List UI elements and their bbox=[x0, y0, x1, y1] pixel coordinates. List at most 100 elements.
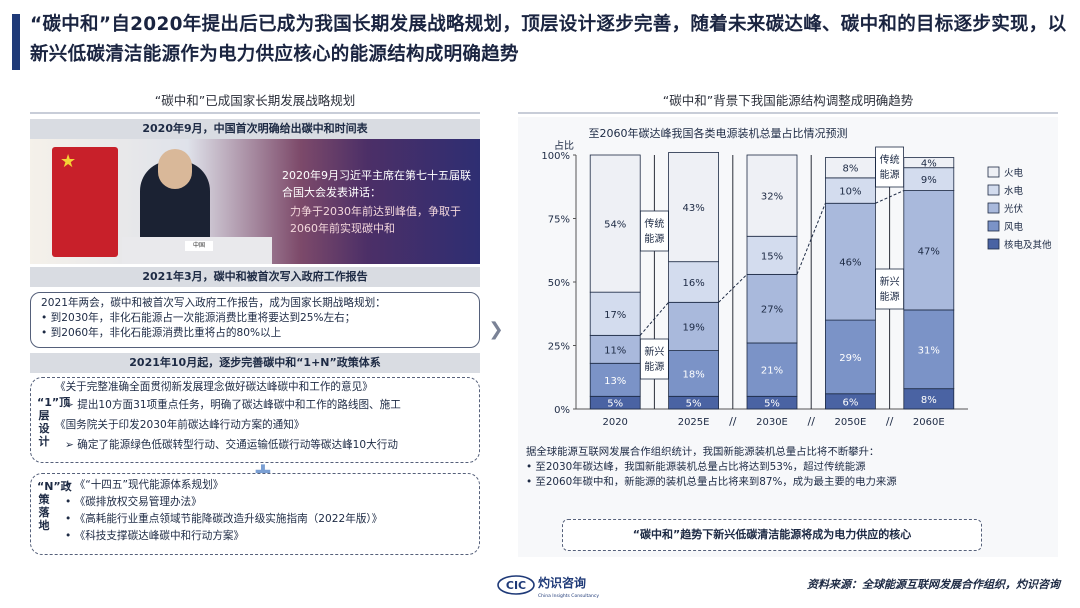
logo-mark: CIC bbox=[506, 579, 526, 592]
legend-swatch bbox=[987, 238, 1000, 250]
conclusion-box: “碳中和”趋势下新兴低碳清洁能源将成为电力供应的核心 bbox=[562, 519, 982, 551]
bar-segment bbox=[824, 319, 876, 395]
bar-segment bbox=[746, 154, 798, 237]
y-tick-label: 50% bbox=[548, 278, 570, 289]
axis-break-mark: // bbox=[807, 415, 815, 428]
source-note: 资料来源：全球能源互联网发展合作组织，灼识咨询 bbox=[807, 578, 1060, 591]
data-label: 15% bbox=[761, 251, 783, 262]
data-label: 5% bbox=[764, 399, 780, 410]
bar-segment bbox=[746, 235, 798, 275]
policy-doc-point: ➢ 确定了能源绿色低碳转型行动、交通运输低碳行动等碳达峰10大行动 bbox=[65, 439, 398, 451]
data-label: 18% bbox=[682, 369, 704, 380]
data-label: 43% bbox=[682, 203, 704, 214]
bar-segment bbox=[824, 177, 876, 204]
bar-segment bbox=[824, 202, 876, 321]
data-label: 9% bbox=[921, 175, 937, 186]
axis-break-mark: // bbox=[886, 415, 894, 428]
data-label: 21% bbox=[761, 366, 783, 377]
policy-doc-title: 《国务院关于印发2030年前碳达峰行动方案的通知》 bbox=[55, 419, 305, 431]
y-tick-label: 75% bbox=[548, 215, 570, 226]
legend-label: 水电 bbox=[1004, 185, 1024, 197]
data-label: 13% bbox=[604, 376, 626, 387]
logo-subtext: China Insights Consultancy bbox=[538, 593, 599, 599]
x-tick-label: 2060E bbox=[913, 417, 945, 428]
policy-doc-title: 《关于完整准确全面贯彻新发展理念做好碳达峰碳中和工作的意见》 bbox=[55, 381, 373, 393]
bar-segment bbox=[668, 152, 720, 263]
policy-doc-point: ➢ 提出10方面31项重点任务，明确了碳达峰碳中和工作的路线图、施工 bbox=[65, 399, 401, 411]
annotation-box bbox=[875, 146, 905, 188]
legend-label: 风电 bbox=[1004, 221, 1024, 233]
data-label: 54% bbox=[604, 220, 626, 231]
data-label: 17% bbox=[604, 310, 626, 321]
legend-swatch bbox=[987, 220, 1000, 232]
bar-segment bbox=[668, 350, 720, 397]
right-panel: 至2060年碳达峰我国各类电源装机总量占比情况预测 占比 0% 25% 50% 75% 1… bbox=[518, 117, 1058, 557]
annotation-label: 传统 bbox=[880, 153, 900, 166]
y-tick-label: 25% bbox=[548, 342, 570, 353]
speech-text: 2020年9月习近平主席在第七十五届联合国大会发表讲话： 力争于2030年前达到… bbox=[282, 167, 472, 237]
x-tick-label: 2020 bbox=[602, 417, 627, 428]
data-label: 11% bbox=[604, 345, 626, 356]
bar-segment bbox=[903, 190, 955, 311]
annotation-label: 传统 bbox=[644, 217, 664, 230]
annotation-label: 能源 bbox=[880, 290, 900, 303]
annotation-box bbox=[875, 268, 905, 310]
data-label: 5% bbox=[686, 399, 702, 410]
annotation-label: 能源 bbox=[644, 232, 664, 245]
x-tick-label: 2050E bbox=[835, 417, 867, 428]
speaker-head-image bbox=[158, 149, 192, 189]
policy-item: • 《“十四五”现代能源体系规划》 bbox=[65, 479, 224, 491]
band-2020-timeline: 2020年9月，中国首次明确给出碳中和时间表 bbox=[30, 119, 480, 139]
legend-swatch bbox=[987, 166, 1000, 178]
legend-swatch bbox=[987, 184, 1000, 196]
annotation-box bbox=[640, 210, 669, 252]
two-sessions-line: • 到2030年，非化石能源占一次能源消费比重将要达到25%左右； bbox=[41, 312, 356, 324]
star-icon: ★ bbox=[60, 151, 77, 172]
two-sessions-box: 2021年两会，碳中和被首次写入政府工作报告，成为国家长期战略规划： • 到20… bbox=[30, 292, 480, 348]
logo-ring-icon bbox=[497, 575, 535, 595]
annotation-label: 能源 bbox=[880, 168, 900, 181]
x-tick-label: 2030E bbox=[756, 417, 788, 428]
data-label: 6% bbox=[842, 397, 858, 408]
annotation-label: 新兴 bbox=[880, 275, 900, 288]
company-logo: CIC 灼识咨询 China Insights Consultancy bbox=[497, 575, 599, 599]
y-tick-label: 0% bbox=[554, 405, 570, 416]
policy-item: • 《高耗能行业重点领域节能降碳改造升级实施指南（2022年版）》 bbox=[65, 513, 383, 525]
data-label: 32% bbox=[761, 192, 783, 203]
policy-item: • 《科技支撑碳达峰碳中和行动方案》 bbox=[65, 530, 245, 542]
data-label: 8% bbox=[842, 164, 858, 175]
bar-segment bbox=[746, 342, 798, 397]
left-section-title: “碳中和”已成国家长期发展战略规划 bbox=[154, 93, 356, 108]
chevron-right-icon: ❯ bbox=[488, 319, 504, 340]
speech-quote: 力争于2030年前达到峰值，争取于2060年前实现碳中和 bbox=[290, 205, 461, 235]
left-section-rule bbox=[30, 112, 480, 114]
data-label: 46% bbox=[839, 258, 861, 269]
top-level-design-tag: “1”顶层设计 bbox=[37, 396, 71, 448]
x-tick-label: 2025E bbox=[678, 417, 710, 428]
trend-line bbox=[875, 190, 905, 204]
legend-label: 火电 bbox=[1004, 167, 1024, 179]
legend-label: 光伏 bbox=[1004, 203, 1024, 215]
legend-swatch bbox=[987, 202, 1000, 214]
legend-label: 核电及其他 bbox=[1004, 239, 1052, 251]
y-tick-label: 100% bbox=[541, 151, 570, 162]
data-label: 27% bbox=[761, 305, 783, 316]
policy-implementation-box: “N”政策落地 • 《“十四五”现代能源体系规划》 • 《碳排放权交易管理办法》… bbox=[30, 473, 480, 555]
data-label: 47% bbox=[918, 246, 940, 257]
top-level-design-box: “1”顶层设计 《关于完整准确全面贯彻新发展理念做好碳达峰碳中和工作的意见》 ➢… bbox=[30, 377, 480, 463]
left-panel: 2020年9月，中国首次明确给出碳中和时间表 ★ 中国 2020年9月习近平主席… bbox=[30, 117, 480, 557]
bar-segment bbox=[746, 273, 798, 344]
note-line: 据全球能源互联网发展合作组织统计，我国新能源装机总量占比将不断攀升： bbox=[526, 446, 880, 458]
right-section-title: “碳中和”背景下我国能源结构调整成明确趋势 bbox=[662, 93, 914, 108]
annotation-label: 能源 bbox=[644, 360, 664, 373]
band-1n-policy: 2021年10月起，逐步完善碳中和“1+N”政策体系 bbox=[30, 353, 480, 373]
two-sessions-line: 2021年两会，碳中和被首次写入政府工作报告，成为国家长期战略规划： bbox=[41, 297, 386, 309]
annotation-box bbox=[640, 338, 669, 380]
policy-implementation-tag: “N”政策落地 bbox=[37, 480, 72, 532]
bar-segment bbox=[589, 154, 641, 293]
band-2021-report: 2021年3月，碳中和被首次写入政府工作报告 bbox=[30, 267, 480, 287]
data-label: 5% bbox=[607, 399, 623, 410]
nameplate: 中国 bbox=[185, 241, 213, 251]
trend-line bbox=[639, 301, 669, 336]
annotation-label: 新兴 bbox=[644, 345, 664, 358]
